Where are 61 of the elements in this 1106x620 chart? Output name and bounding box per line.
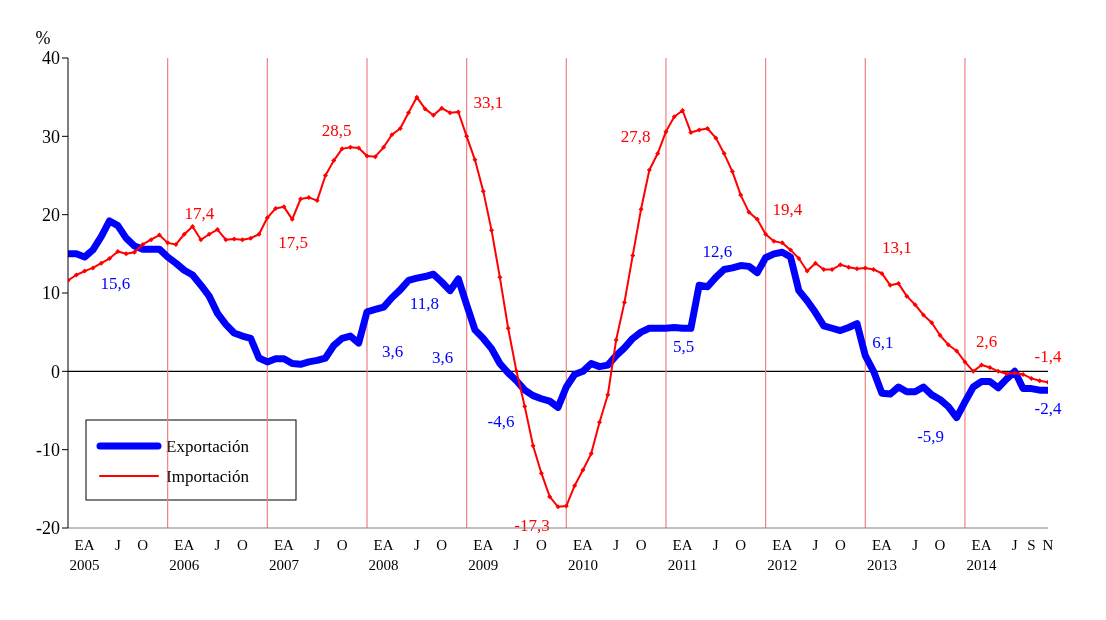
x-tick-label: EA 2005 bbox=[69, 537, 100, 573]
legend-label: Exportación bbox=[166, 437, 250, 456]
x-tick-label: J bbox=[214, 537, 221, 553]
x-tick-label: EA 2010 bbox=[567, 537, 598, 573]
y-tick-label: 0 bbox=[51, 361, 60, 382]
annotation: 2,6 bbox=[976, 331, 998, 351]
x-tick-label: O bbox=[436, 537, 448, 553]
annotation: 19,4 bbox=[772, 200, 803, 220]
x-tick-label: O bbox=[735, 537, 747, 553]
annotation: -17,3 bbox=[514, 515, 550, 535]
annotation: 17,5 bbox=[278, 233, 308, 253]
x-tick-label: O bbox=[834, 537, 846, 553]
x-tick-label: J bbox=[114, 537, 121, 553]
annotation: -5,9 bbox=[917, 426, 945, 446]
x-tick-label: EA 2008 bbox=[368, 537, 399, 573]
y-axis-title: % bbox=[35, 28, 51, 48]
x-tick-label: EA 2011 bbox=[667, 537, 698, 573]
x-tick-label: J bbox=[1011, 537, 1018, 553]
x-tick-label: N bbox=[1042, 537, 1054, 553]
x-tick-label: S bbox=[1027, 537, 1036, 553]
y-tick-label: 10 bbox=[42, 283, 60, 304]
annotation: -4,6 bbox=[487, 412, 515, 432]
x-tick-label: O bbox=[236, 537, 248, 553]
y-tick-label: -10 bbox=[36, 440, 60, 461]
x-tick-label: O bbox=[336, 537, 348, 553]
y-tick-label: -20 bbox=[36, 518, 60, 539]
x-tick-label: J bbox=[613, 537, 620, 553]
x-tick-label: J bbox=[712, 537, 719, 553]
annotation: 27,8 bbox=[620, 126, 651, 146]
y-tick-label: 30 bbox=[42, 126, 60, 147]
annotation: 6,1 bbox=[872, 332, 894, 352]
x-tick-label: J bbox=[314, 537, 321, 553]
x-tick-label: EA 2007 bbox=[268, 537, 300, 573]
annotation: 13,1 bbox=[882, 237, 912, 257]
x-tick-label: J bbox=[513, 537, 520, 553]
annotation: 3,6 bbox=[432, 348, 454, 368]
x-tick-label: EA 2012 bbox=[767, 537, 798, 573]
x-tick-label: O bbox=[137, 537, 149, 553]
annotation: 12,6 bbox=[702, 241, 733, 261]
annotation: -1,4 bbox=[1034, 347, 1062, 367]
x-tick-label: J bbox=[413, 537, 420, 553]
x-tick-label: EA 2009 bbox=[468, 537, 499, 573]
legend-label: Importación bbox=[166, 467, 250, 486]
x-tick-label: EA 2014 bbox=[966, 537, 998, 573]
x-tick-label: EA 2013 bbox=[866, 537, 897, 573]
x-tick-label: O bbox=[635, 537, 647, 553]
y-tick-label: 20 bbox=[42, 205, 60, 226]
annotation: 5,5 bbox=[673, 337, 695, 357]
y-tick-label: 40 bbox=[42, 48, 60, 69]
annotation: 33,1 bbox=[473, 93, 504, 113]
annotation: -2,4 bbox=[1034, 399, 1062, 419]
x-tick-label: O bbox=[934, 537, 946, 553]
annotation: 15,6 bbox=[100, 274, 131, 294]
annotation: 28,5 bbox=[321, 121, 352, 141]
x-tick-label: O bbox=[535, 537, 547, 553]
x-tick-label: EA 2006 bbox=[169, 537, 200, 573]
annotation: 11,8 bbox=[409, 293, 439, 313]
x-tick-label: J bbox=[912, 537, 919, 553]
x-tick-label: J bbox=[812, 537, 819, 553]
annotation: 3,6 bbox=[382, 342, 404, 362]
annotation: 17,4 bbox=[184, 204, 215, 224]
